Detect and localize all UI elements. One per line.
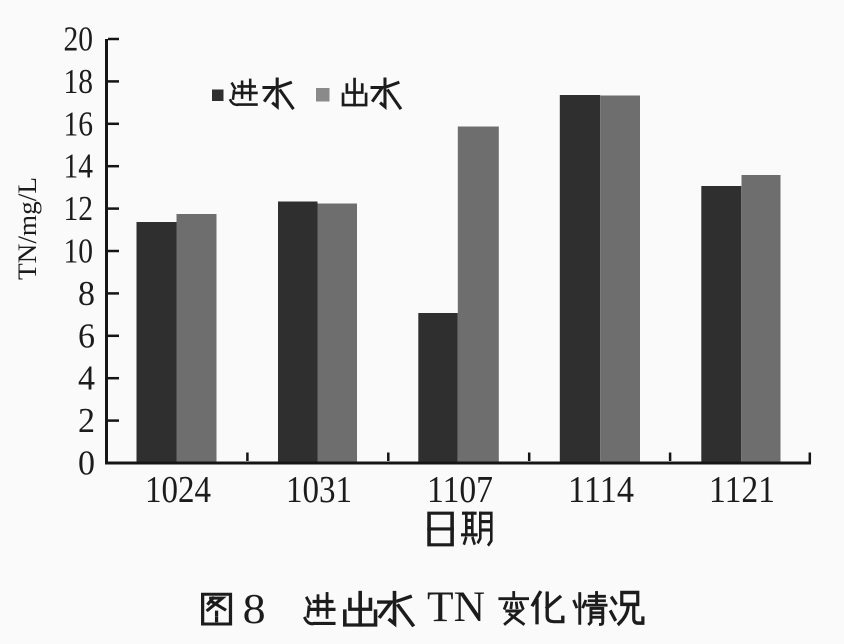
- svg-text:1107: 1107: [427, 469, 493, 511]
- svg-text:6: 6: [78, 316, 95, 355]
- svg-text:1114: 1114: [568, 469, 634, 511]
- svg-text:18: 18: [64, 62, 94, 101]
- svg-text:TN/mg/L: TN/mg/L: [13, 177, 42, 280]
- svg-text:TN: TN: [427, 584, 485, 631]
- svg-text:10: 10: [64, 232, 94, 271]
- svg-text:16: 16: [64, 104, 94, 143]
- svg-text:20: 20: [64, 20, 94, 59]
- svg-text:0: 0: [78, 444, 95, 483]
- svg-text:14: 14: [64, 147, 94, 186]
- svg-text:1031: 1031: [286, 469, 352, 511]
- svg-text:8: 8: [243, 587, 266, 633]
- svg-text:2: 2: [78, 401, 95, 440]
- svg-text:1121: 1121: [709, 469, 775, 511]
- svg-text:12: 12: [64, 189, 94, 228]
- svg-text:1024: 1024: [145, 469, 211, 511]
- svg-text:4: 4: [78, 359, 95, 398]
- svg-text:8: 8: [78, 274, 95, 313]
